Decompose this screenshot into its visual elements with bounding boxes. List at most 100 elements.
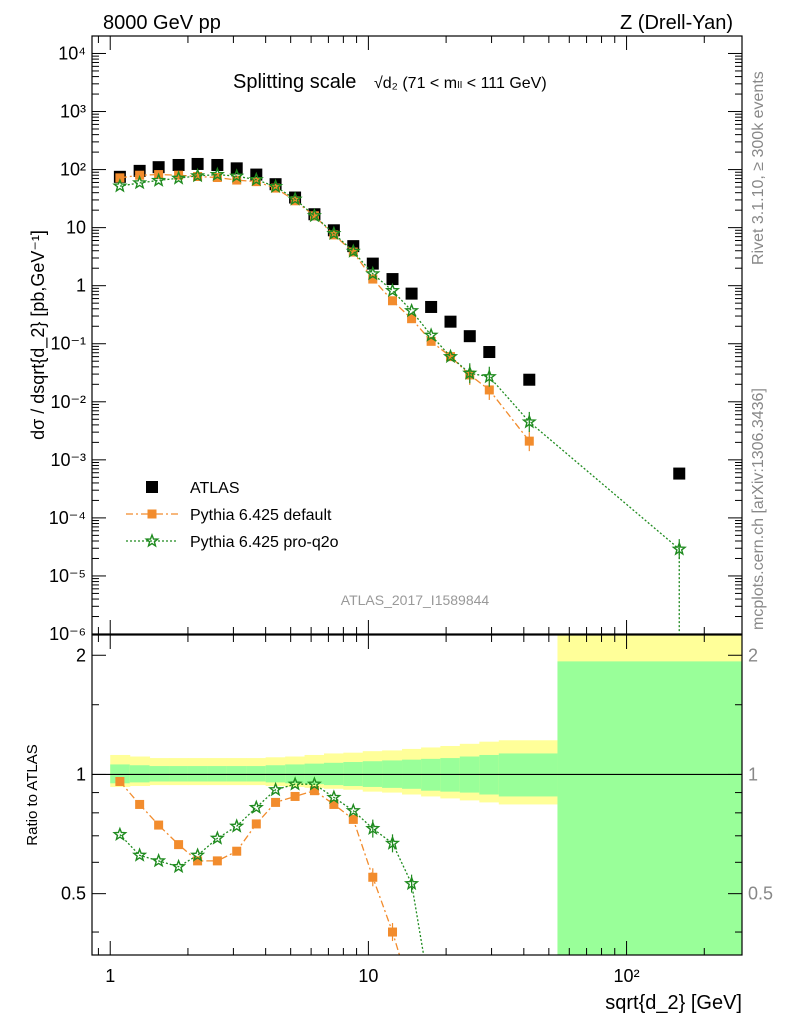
data-point [483,346,496,359]
data-point [407,314,417,324]
header-left: 8000 GeV pp [103,12,221,34]
stat-band [129,765,151,783]
series-line-1 [119,173,530,442]
data-point [366,257,379,270]
ratio-data-layer [112,776,425,955]
top-frame [91,35,743,635]
data-point [150,172,167,187]
data-point [444,315,457,328]
x-tick-label: 10 [358,966,378,986]
data-point [388,296,398,306]
legend-label: Pythia 6.425 pro-q2o [190,534,339,551]
y-tick-label: 10⁻³ [50,450,86,470]
bottom-panel: 0.5 0.5 1 1 2 2 1 10 10² [61,634,773,986]
data-point [405,287,418,300]
ratio-tick-label-right: 0.5 [748,884,773,904]
data-point [172,158,185,171]
ratio-point [229,818,245,833]
data-point [193,171,203,181]
ratio-point [384,835,401,850]
data-point [484,385,494,395]
data-point [523,373,536,386]
stat-band [246,766,267,782]
data-point [425,300,438,313]
bottom-frame [91,634,743,956]
legend-label: Pythia 6.425 default [190,507,332,524]
legend-marker [144,533,160,548]
data-point [368,274,378,284]
ratio-point [326,789,342,804]
top-panel: 10⁻⁶ 10⁻⁵ 10⁻⁴ 10⁻³ 10⁻² 10⁻¹ 1 10 10² 10³ 10⁴ [49,35,743,644]
ratio-point [368,872,378,882]
ratio-point [209,830,225,845]
ratio-point [170,858,187,874]
y-tick-label: 10² [60,160,86,180]
y-tick-label: 10⁻⁵ [49,566,86,586]
mcplots-label: mcplots.cern.ch [arXiv:1306.3436] [750,388,767,630]
data-point [132,174,148,190]
data-point [446,352,456,362]
data-point [463,330,476,343]
ratio-point [348,814,358,824]
data-point [348,247,358,257]
legend-label: ATLAS [190,480,240,497]
ratio-bands [110,635,742,955]
ratio-y-label: Ratio to ATLAS [24,744,41,845]
data-point [384,282,401,298]
data-point [309,211,319,221]
chart-title: Splitting scale √d₂ (71 < mₗₗ < 111 GeV) [233,71,547,93]
data-point [462,365,478,380]
ratio-tick-label-right: 1 [748,764,758,784]
stat-band [187,766,208,782]
stat-band [265,765,286,783]
ratio-point [212,856,222,866]
ratio-point [329,799,339,809]
y-tick-label: 1 [76,276,86,296]
x-tick-label: 1 [105,966,115,986]
y-tick-label: 10³ [60,102,86,122]
ratio-point [248,799,264,814]
y-tick-label: 10⁻⁴ [49,508,86,528]
ratio-point [135,799,145,809]
ratio-point [309,786,319,796]
ratio-point [151,852,167,868]
data-point [365,265,381,281]
ratio-point [403,875,420,891]
data-point [248,171,264,187]
ratio-point [190,847,206,862]
data-point [403,302,420,318]
ratio-point [365,820,381,836]
data-point [345,243,361,258]
ratio-point [193,856,203,866]
ratio-line-0 [119,781,401,955]
legend-marker [146,481,158,493]
ratio-point [154,820,164,830]
data-point [170,170,187,185]
stat-band [226,766,247,782]
data-point [423,327,439,342]
ratio-tick-label: 0.5 [61,884,86,904]
y-tick-label: 10⁻² [50,392,86,412]
data-point [329,230,339,240]
data-point [174,170,184,180]
ratio-point [306,776,322,791]
data-point [191,157,204,170]
stat-band [207,766,228,782]
legend-marker [147,509,157,519]
series-line-2 [119,173,680,550]
x-axis-label: sqrt{d_2} [GeV] [605,992,742,1014]
ratio-point [287,776,303,791]
data-point [287,191,303,206]
data-point [267,178,284,193]
legend: ATLAS Pythia 6.425 default Pythia 6.425 pr… [126,480,339,551]
stat-band [557,661,742,955]
data-point [115,173,125,183]
data-point [232,175,242,185]
data-point [481,368,497,384]
ratio-point [115,776,125,786]
ratio-point [267,781,284,797]
ratio-line-1 [119,783,425,955]
stat-band [149,766,170,782]
